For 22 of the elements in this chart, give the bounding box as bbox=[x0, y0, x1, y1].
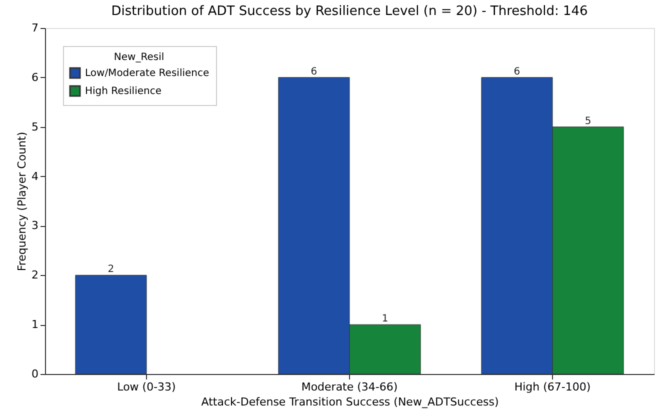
x-tick-label: Low (0-33) bbox=[117, 380, 176, 394]
data-label: 5 bbox=[584, 116, 592, 127]
x-tick-label: Moderate (34-66) bbox=[301, 380, 398, 394]
y-tick-label: 2 bbox=[32, 268, 38, 282]
data-label: 1 bbox=[382, 314, 388, 325]
data-label: 2 bbox=[108, 264, 114, 276]
y-tick-label: 5 bbox=[32, 120, 38, 134]
chart-title: Distribution of ADT Success by Resilience Level (n = 20) - Threshold: 146 bbox=[111, 4, 588, 19]
data-label: 6 bbox=[514, 66, 520, 78]
y-tick-label: 1 bbox=[32, 318, 38, 332]
legend-label: High Resilience bbox=[85, 86, 162, 97]
y-axis-title: Frequency (Player Count) bbox=[16, 132, 28, 272]
legend-title: New_Resil bbox=[114, 52, 164, 63]
data-label: 6 bbox=[310, 66, 318, 78]
x-tick-label: High (67-100) bbox=[514, 380, 591, 394]
y-tick-label: 3 bbox=[32, 219, 38, 232]
x-axis-title: Attack-Defense Transition Success (New_ADTSuccess) bbox=[201, 396, 499, 408]
legend-label: Low/Moderate Resilience bbox=[85, 68, 210, 79]
y-tick-label: 0 bbox=[32, 368, 38, 380]
y-tick-label: 7 bbox=[32, 22, 38, 34]
y-tick-label: 6 bbox=[32, 70, 38, 84]
y-tick-label: 4 bbox=[32, 170, 38, 183]
